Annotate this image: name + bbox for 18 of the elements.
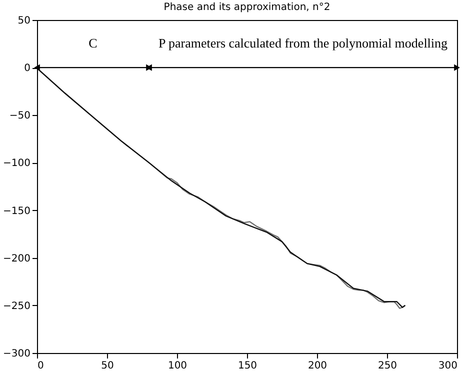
y-tick-label: −250 — [3, 300, 30, 312]
y-tick-label: −100 — [3, 158, 30, 170]
x-tick-label: 200 — [308, 360, 328, 372]
y-tick-label: −300 — [3, 348, 30, 360]
y-tick-label: −150 — [3, 206, 30, 217]
y-tick-label: 50 — [18, 16, 30, 26]
x-tick-label: 300 — [438, 360, 458, 372]
annotation: C — [88, 36, 98, 51]
y-tick-label: 0 — [24, 63, 30, 74]
x-tick-label: 0 — [38, 360, 44, 372]
y-tick-label: −200 — [3, 253, 30, 264]
x-tick-label: 250 — [378, 360, 398, 372]
x-tick-label: 50 — [101, 360, 114, 372]
x-tick-label: 100 — [168, 360, 188, 372]
x-tick-label: 150 — [238, 360, 258, 372]
chart-title: Phase and its approximation, n°2 — [164, 2, 330, 13]
y-tick-label: −50 — [9, 110, 30, 122]
annotation: P parameters calculated from the polynomial modelling — [158, 36, 448, 51]
